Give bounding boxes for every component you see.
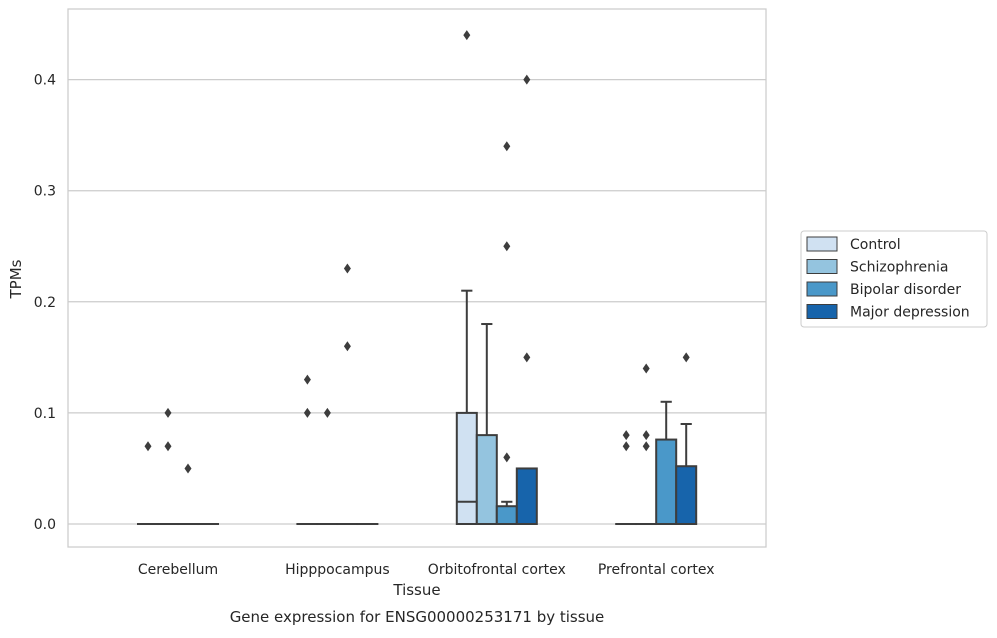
- x-tick-label: Hipppocampus: [285, 562, 390, 578]
- box: [457, 413, 477, 524]
- outlier-marker: [643, 363, 650, 373]
- outlier-marker: [503, 241, 510, 251]
- legend-label: Control: [850, 237, 901, 253]
- outlier-marker: [185, 463, 192, 473]
- outlier-marker: [643, 441, 650, 451]
- y-tick-label: 0.0: [34, 517, 56, 533]
- y-tick-label: 0.1: [34, 406, 56, 422]
- legend-swatch: [807, 282, 837, 296]
- boxplot-series: [138, 30, 696, 524]
- outlier-marker: [344, 263, 351, 273]
- outlier-marker: [463, 30, 470, 40]
- outlier-marker: [324, 408, 331, 418]
- legend-swatch: [807, 305, 837, 319]
- outlier-marker: [145, 441, 152, 451]
- box: [656, 440, 676, 524]
- outlier-marker: [523, 352, 530, 362]
- y-tick-label: 0.2: [34, 295, 56, 311]
- y-tick-label: 0.4: [34, 73, 56, 89]
- y-tick-labels: 0.0 0.1 0.2 0.3 0.4: [34, 73, 56, 533]
- series-bipolar-disorder: [178, 141, 676, 524]
- legend-label: Bipolar disorder: [850, 282, 961, 298]
- legend-swatch: [807, 260, 837, 274]
- outlier-marker: [165, 408, 172, 418]
- box: [676, 466, 696, 524]
- outlier-marker: [643, 430, 650, 440]
- box: [497, 506, 517, 524]
- outlier-marker: [523, 75, 530, 85]
- outlier-marker: [503, 452, 510, 462]
- box: [517, 468, 537, 524]
- outlier-marker: [304, 375, 311, 385]
- legend-label: Schizophrenia: [850, 260, 948, 276]
- x-axis-label: Tissue: [392, 581, 440, 599]
- y-tick-label: 0.3: [34, 184, 56, 200]
- figure-caption: Gene expression for ENSG00000253171 by t…: [230, 608, 605, 626]
- outlier-marker: [304, 408, 311, 418]
- outlier-marker: [683, 352, 690, 362]
- outlier-marker: [344, 341, 351, 351]
- legend-swatch: [807, 237, 837, 251]
- x-tick-label: Cerebellum: [138, 562, 218, 578]
- legend-label: Major depression: [850, 305, 970, 321]
- y-axis-label: TPMs: [7, 259, 25, 299]
- x-tick-label: Orbitofrontal cortex: [428, 562, 566, 578]
- outlier-marker: [503, 141, 510, 151]
- x-tick-labels: Cerebellum Hipppocampus Orbitofrontal cort…: [138, 562, 715, 578]
- series-major-depression: [198, 75, 696, 524]
- box: [477, 435, 497, 524]
- x-tick-label: Prefrontal cortex: [598, 562, 715, 578]
- legend: Control Schizophrenia Bipolar disorder Majo…: [801, 231, 987, 327]
- series-control: [138, 30, 636, 524]
- outlier-marker: [623, 441, 630, 451]
- series-schizophrenia: [158, 324, 656, 524]
- outlier-marker: [623, 430, 630, 440]
- outlier-marker: [165, 441, 172, 451]
